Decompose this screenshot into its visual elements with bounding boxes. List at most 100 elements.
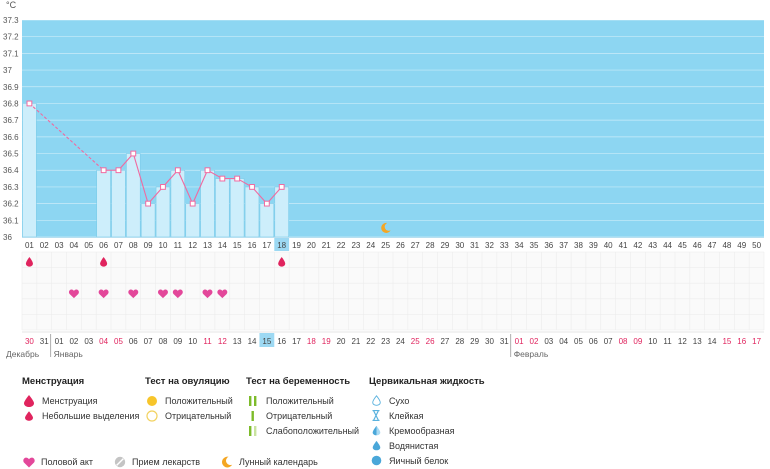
calendar-day-label: 11 (663, 337, 672, 346)
heart-icon (172, 289, 183, 299)
heart-icon (217, 289, 228, 299)
y-tick-label: 37.3 (3, 16, 19, 25)
hourglass-icon (369, 409, 383, 423)
day-tick-label: 06 (99, 241, 108, 250)
day-tick-label: 30 (455, 241, 464, 250)
pill-icon (113, 455, 127, 469)
calendar-day-label: 29 (470, 337, 479, 346)
calendar-day-label: 31 (500, 337, 509, 346)
small-drop-icon (22, 409, 36, 423)
calendar-day-label: 16 (277, 337, 286, 346)
calendar-day-label: 06 (589, 337, 598, 346)
calendar-day-label: 04 (559, 337, 568, 346)
calendar-day-label: 06 (129, 337, 138, 346)
legend-item-pregnancy-positive: Положительный (246, 393, 359, 408)
day-tick-label: 23 (351, 241, 360, 250)
temperature-bar (274, 186, 289, 238)
calendar-day-label: 12 (218, 337, 227, 346)
y-tick-label: 36.2 (3, 200, 19, 209)
temperature-bar (126, 153, 141, 238)
moon-icon (220, 455, 234, 469)
calendar-day-label: 18 (307, 337, 316, 346)
calendar-day-label: 03 (544, 337, 553, 346)
day-tick-label: 04 (69, 241, 78, 250)
day-tick-label: 16 (248, 241, 257, 250)
calendar-day-label: 17 (752, 337, 761, 346)
y-tick-label: 37.2 (3, 33, 19, 42)
day-tick-label: 13 (203, 241, 212, 250)
day-tick-label: 10 (159, 241, 168, 250)
month-label: Декабрь (6, 349, 40, 359)
day-tick-label: 44 (663, 241, 672, 250)
legend-item-pregnancy-weak: Слабоположительный (246, 423, 359, 438)
day-tick-label: 12 (188, 241, 197, 250)
y-tick-label: 36.1 (3, 216, 19, 225)
legend-label: Прием лекарств (132, 457, 201, 467)
heart-icon (98, 289, 109, 299)
calendar-day-label: 13 (693, 337, 702, 346)
temperature-point (189, 200, 196, 207)
calendar-day-label: 21 (351, 337, 360, 346)
temperature-point (145, 200, 152, 207)
calendar-day-label: 02 (69, 337, 78, 346)
day-tick-label: 28 (426, 241, 435, 250)
day-tick-label: 17 (262, 241, 271, 250)
day-tick-label: 31 (470, 241, 479, 250)
temperature-point (278, 184, 285, 190)
calendar-day-label: 26 (426, 337, 435, 346)
legend-item-watery: Водянистая (369, 438, 485, 453)
legend-title: Менструация (22, 376, 85, 387)
heart-icon (68, 289, 79, 299)
day-tick-label: 01 (25, 241, 34, 250)
calendar-day-label: 05 (114, 337, 123, 346)
blue-circle-icon (369, 454, 383, 468)
single-bar-icon (246, 409, 260, 423)
legend-label: Сухо (389, 395, 410, 406)
calendar-day-label: 24 (396, 337, 405, 346)
temperature-line-segment (192, 170, 209, 204)
day-tick-label: 42 (633, 241, 642, 250)
temperature-point (160, 184, 166, 190)
outline-drop-icon (369, 394, 383, 408)
y-tick-label: 36.3 (3, 183, 19, 192)
day-tick-label: 15 (233, 241, 242, 250)
heart-icon (158, 289, 168, 299)
temperature-bar (244, 186, 260, 238)
day-tick-label: 45 (678, 241, 687, 250)
legend-item-egg-white: Яичный белок (369, 453, 485, 468)
day-tick-label: 26 (396, 241, 405, 250)
calendar-day-label: 05 (574, 337, 583, 346)
temperature-point (115, 167, 122, 174)
calendar-day-label: 09 (633, 337, 642, 346)
day-tick-label: 47 (708, 241, 717, 250)
legend-item-spotting: Небольшие выделения (22, 408, 139, 423)
calendar-axis: 30 31 01 02 03 04 05 06 07 08 09 10 11 12 13 14 15 16 17 18… (6, 331, 764, 359)
calendar-day-label: 03 (84, 337, 93, 346)
bbt-chart: 37.3 37.2 37.1 37 36.9 36.8 36.7 36.6 36.5 36.4 36… (3, 0, 765, 359)
temperature-bar (229, 178, 245, 238)
day-tick-label: 08 (129, 241, 138, 250)
temperature-point (100, 167, 107, 174)
legend-label: Водянистая (389, 440, 439, 451)
calendar-day-label: 30 (485, 337, 494, 346)
symbol-grid (21, 222, 765, 331)
temperature-point (249, 184, 255, 190)
calendar-day-label: 11 (203, 337, 212, 346)
temperature-point (130, 150, 137, 157)
day-tick-label: 05 (84, 241, 93, 250)
y-tick-label: 36.7 (3, 116, 19, 125)
day-tick-label: 36 (544, 241, 553, 250)
faint-bar-icon (246, 424, 260, 438)
legend-title: Тест на овуляцию (145, 376, 230, 387)
day-tick-label: 02 (40, 241, 49, 250)
calendar-day-label: 10 (648, 337, 657, 346)
temperature-bar (155, 186, 171, 238)
calendar-day-label: 17 (292, 337, 301, 346)
calendar-day-label: 25 (411, 337, 420, 346)
legend-item-ovulation-positive: Положительный (145, 393, 233, 408)
day-tick-label: 48 (722, 241, 731, 250)
day-tick-label: 25 (381, 241, 390, 250)
temperature-bar (259, 203, 275, 238)
calendar-day-label: 14 (708, 337, 717, 346)
y-tick-label: 37.1 (3, 49, 19, 58)
